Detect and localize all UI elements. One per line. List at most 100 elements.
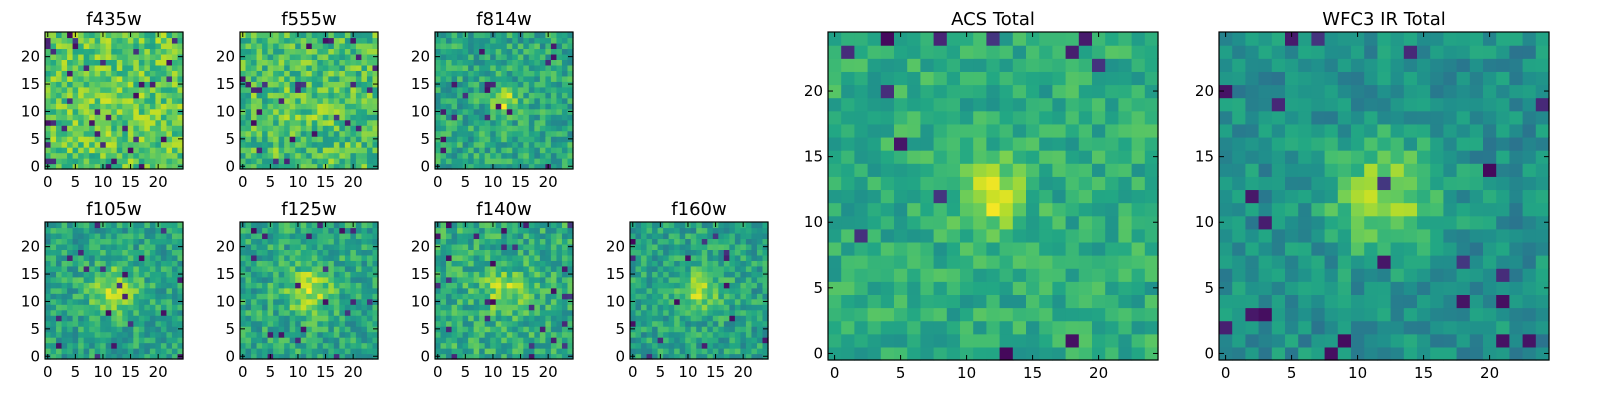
heatmap-cell [484,103,491,110]
heatmap-cell [920,307,935,322]
heatmap-cell [306,271,313,278]
heatmap-cell [468,37,475,44]
heatmap-cell [1052,333,1067,348]
heatmap-cell [567,293,574,300]
heatmap-cell [155,119,162,126]
heatmap-cell [344,249,351,256]
heatmap-cell [1131,163,1146,177]
heatmap-cell [479,130,486,137]
heatmap-cell [240,265,247,272]
heatmap-cell [457,254,464,261]
heatmap-cell [1052,163,1067,177]
heatmap-cell [1039,307,1053,322]
heatmap-cell [94,119,101,126]
heatmap-cell [751,304,758,311]
heatmap-cell [267,276,274,283]
heatmap-cell [116,320,123,327]
heatmap-cell [333,342,340,349]
heatmap-cell [545,119,552,126]
heatmap-cell [556,92,563,99]
heatmap-cell [1131,294,1146,309]
heatmap-cell [322,119,329,126]
heatmap-cell [567,282,574,289]
heatmap-cell [144,163,151,170]
heatmap-cell [462,348,469,355]
heatmap-cell [278,119,285,126]
heatmap-cell [127,108,134,115]
heatmap-cell [495,125,502,132]
heatmap-cell [545,158,552,165]
heatmap-cell [545,342,552,349]
heatmap-cell [534,42,541,50]
heatmap-cell [149,265,156,272]
heatmap-cell [262,53,269,60]
heatmap-cell [451,271,458,278]
heatmap-cell [1052,189,1067,204]
heatmap-cell [462,48,469,55]
heatmap-cell [300,114,307,121]
heatmap-cell [344,271,351,278]
heatmap-cell [78,136,85,143]
heatmap-cell [880,228,895,243]
heatmap-cell [701,260,708,267]
heatmap-cell [712,315,719,322]
heatmap-cell [462,152,469,159]
heatmap-cell [111,315,118,322]
heatmap-cell [289,320,296,327]
heatmap-cell [317,304,324,311]
heatmap-cell [372,92,379,99]
heatmap-cell [1144,333,1159,348]
heatmap-cell [105,81,112,88]
heatmap-cell [333,114,340,121]
heatmap-cell [729,342,736,349]
heatmap-cell [718,331,725,338]
heatmap-cell [72,315,79,322]
heatmap-cell [567,125,574,132]
heatmap-cell [122,152,129,159]
heatmap-cell [762,227,769,234]
heatmap-cell [495,326,502,333]
heatmap-cell [78,70,85,77]
heatmap-cell [278,238,285,245]
heatmap-cell [880,281,895,295]
heatmap-cell [306,298,313,305]
heatmap-cell [696,298,703,305]
heatmap-cell [828,176,842,191]
heatmap-cell [446,158,453,165]
heatmap-cell [61,125,68,132]
heatmap-cell [712,276,719,283]
heatmap-cell [133,32,140,39]
heatmap-cell [490,265,497,272]
heatmap-cell [72,265,79,272]
heatmap-cell [251,260,258,267]
heatmap-cell [89,243,96,250]
heatmap-cell [284,70,291,77]
heatmap-cell [160,147,168,154]
heatmap-cell [539,293,546,300]
heatmap-cell [545,130,552,137]
heatmap-cell [457,81,464,88]
heatmap-cell [894,176,908,191]
heatmap-cell [295,92,302,99]
heatmap-cell [712,254,719,261]
heatmap-cell [523,64,530,71]
heatmap-cell [561,348,569,355]
heatmap-cell [339,342,346,349]
heatmap-cell [105,304,112,311]
heatmap-cell [89,64,96,71]
heatmap-cell [311,276,318,283]
heatmap-cell [262,119,269,126]
heatmap-cell [61,92,68,99]
heatmap-cell [127,92,134,99]
heatmap-cell [300,37,307,44]
heatmap-cell [177,103,184,110]
heatmap-cell [267,271,274,278]
x-tick-label: 10 [483,173,502,191]
heatmap-cell [311,125,318,132]
heatmap-cell [512,119,519,126]
heatmap-cell [473,64,480,71]
heatmap-cell [361,282,368,289]
heatmap-cell [451,342,458,349]
heatmap-cell [138,337,145,344]
